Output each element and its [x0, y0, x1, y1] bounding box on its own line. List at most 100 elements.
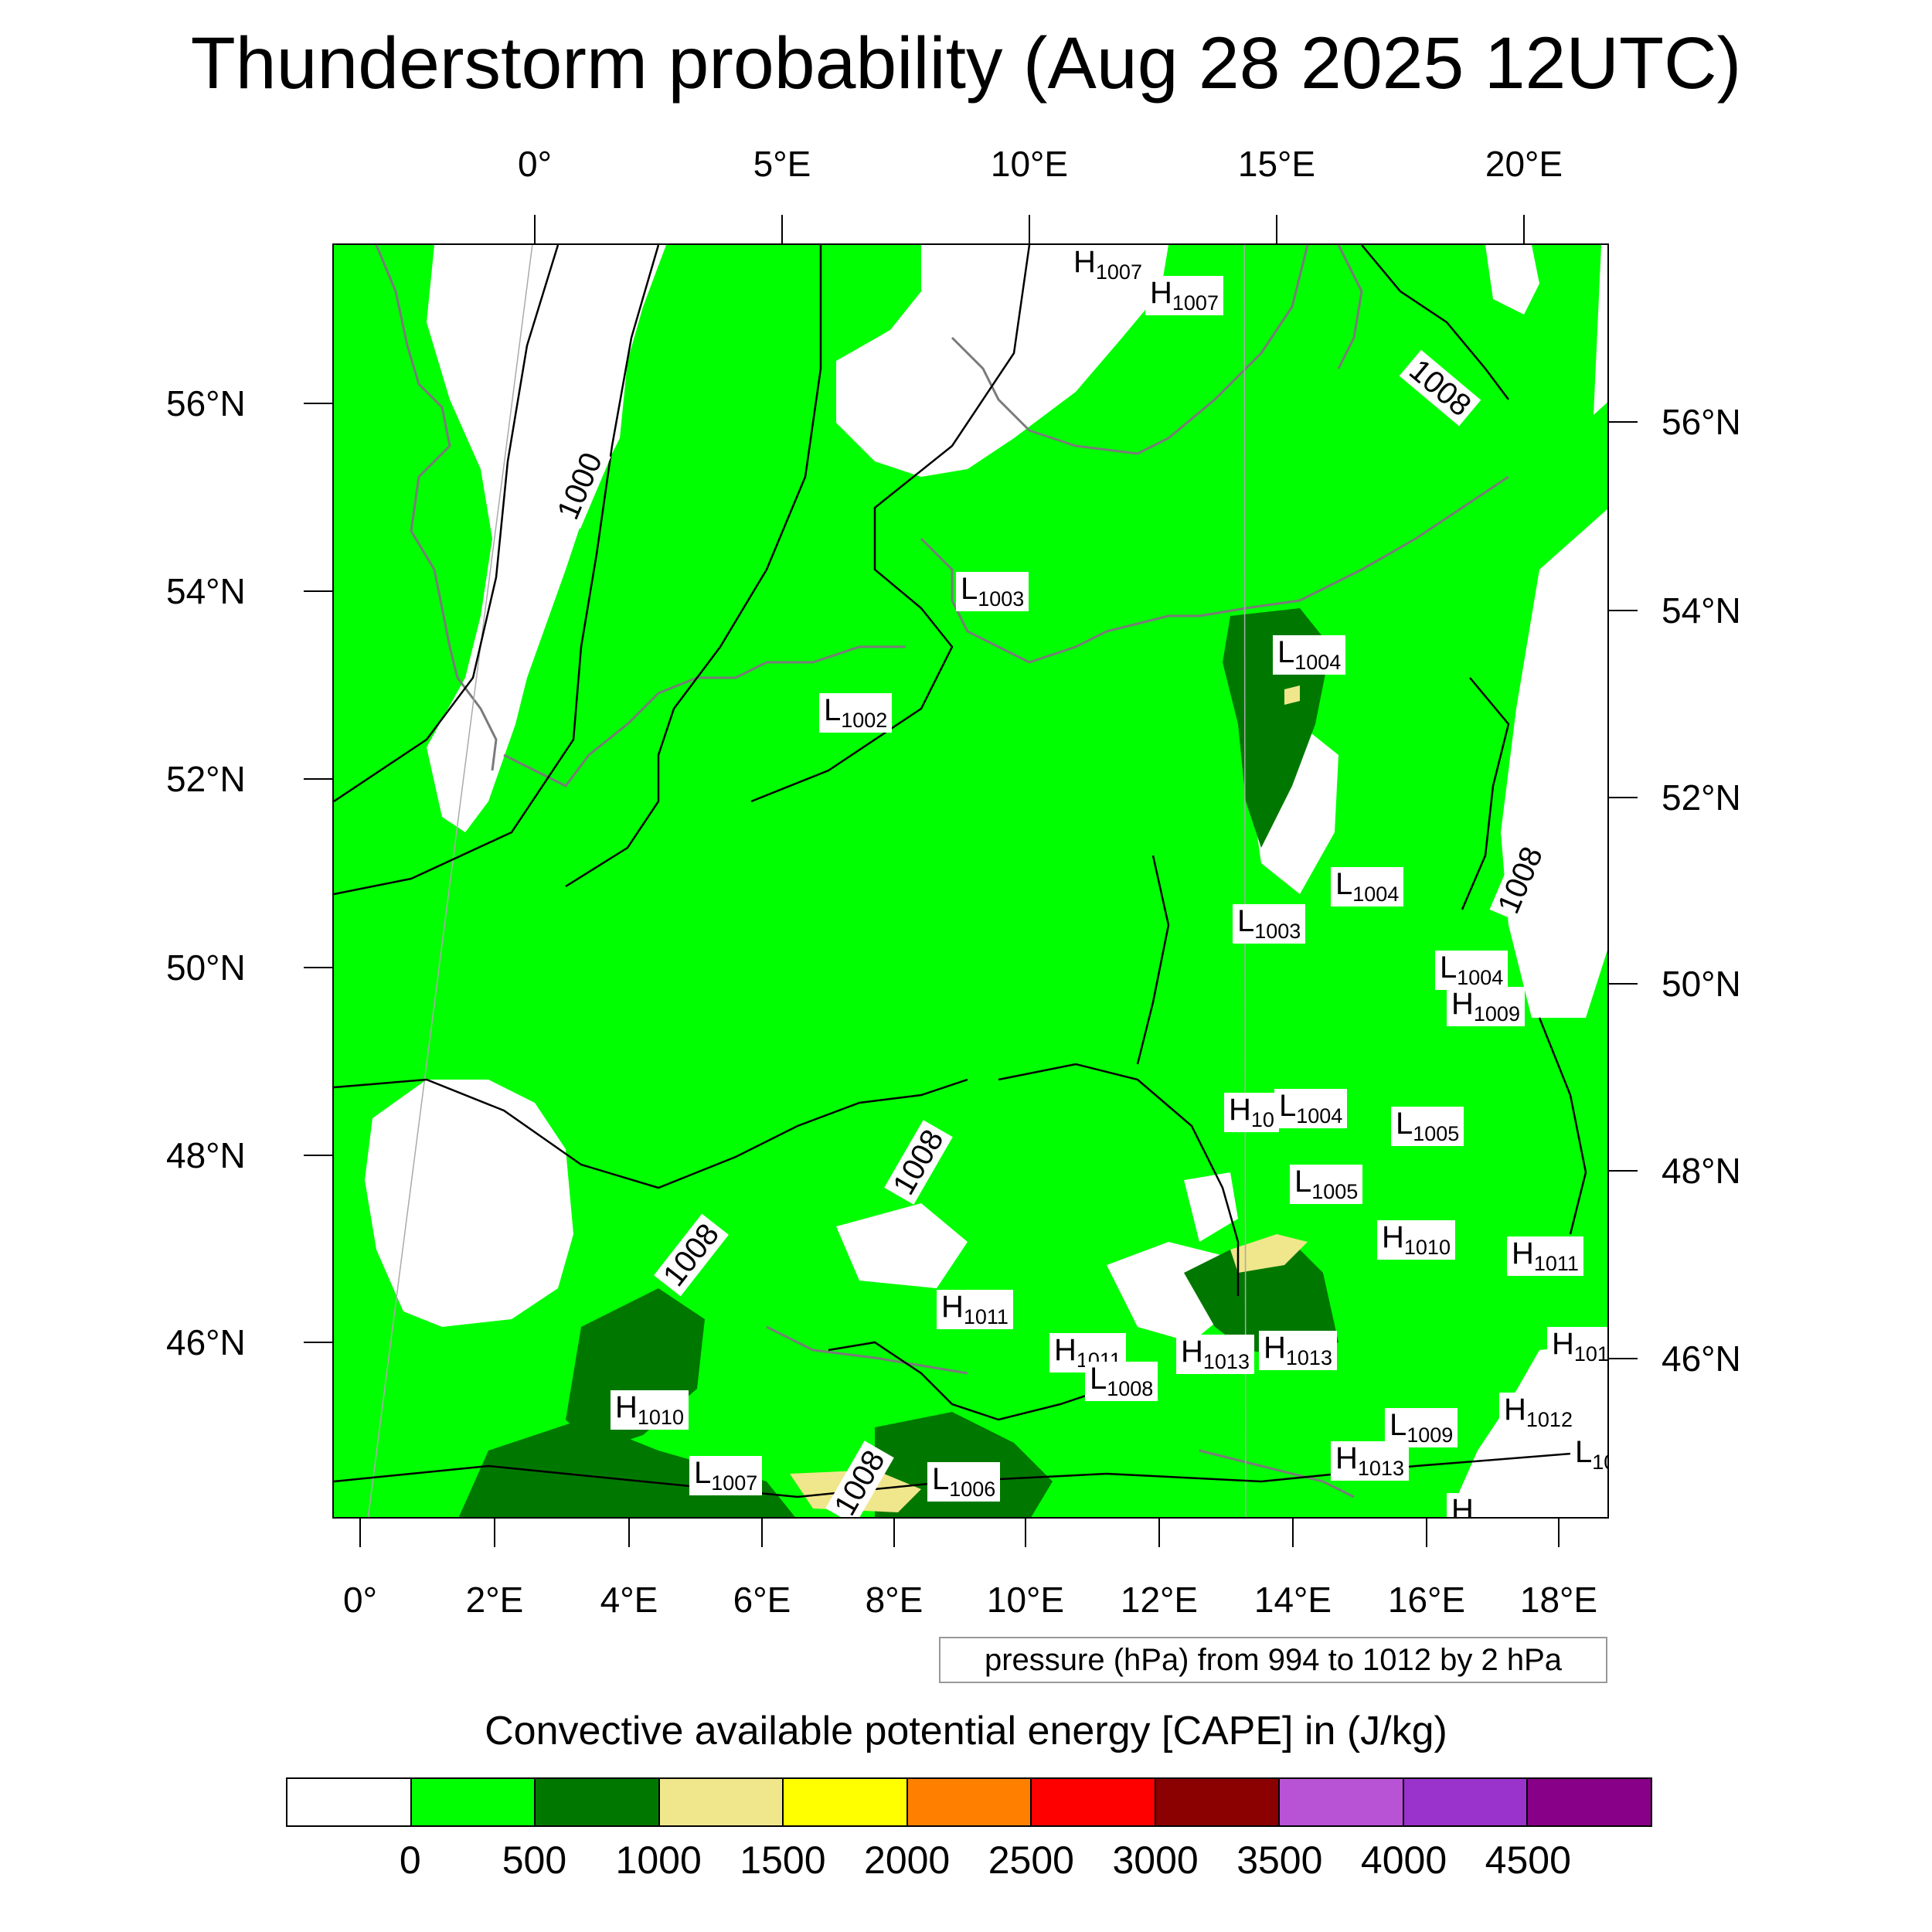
- right-lat-label: 48°N: [1662, 1151, 1741, 1191]
- alps-clear-2: [1184, 1172, 1238, 1242]
- austria-dark: [1184, 1242, 1338, 1358]
- right-lat-label: 54°N: [1662, 590, 1741, 631]
- pressure-center: H: [1447, 1493, 1478, 1517]
- pressure-center: L1003: [1233, 904, 1306, 944]
- pressure-center: L1004: [1435, 951, 1509, 990]
- pressure-center: H1013: [1259, 1331, 1337, 1370]
- bottom-lon-label: 6°E: [733, 1580, 791, 1620]
- pressure-center: L1004: [1273, 635, 1346, 675]
- pressure-note: pressure (hPa) from 994 to 1012 by 2 hPa: [939, 1637, 1607, 1683]
- bottom-lon-label: 10°E: [986, 1580, 1065, 1620]
- sweden-coast-2: [1337, 245, 1363, 369]
- color-bar-tick-label: 2500: [988, 1838, 1074, 1882]
- isobar-line-7: [1136, 855, 1170, 1065]
- pressure-center: H1010: [1377, 1220, 1455, 1260]
- isobar-line-2: [334, 245, 660, 896]
- baltic-clear: [836, 245, 1168, 477]
- color-bar-segment: [784, 1779, 908, 1825]
- isobar-line-9: [1461, 677, 1510, 910]
- pressure-center: L10: [1570, 1435, 1607, 1475]
- isobar-line-4: [750, 245, 1031, 803]
- top-lon-label: 10°E: [990, 144, 1069, 184]
- pressure-center: L1007: [689, 1456, 763, 1495]
- isobar-line-10: [1538, 1017, 1587, 1235]
- left-lat-label: 52°N: [166, 759, 246, 799]
- bottom-lon-label: 2°E: [465, 1580, 524, 1620]
- adriatic-coast: [1199, 1449, 1355, 1498]
- left-lat-label: 46°N: [166, 1322, 246, 1362]
- color-bar-segment: [659, 1779, 784, 1825]
- color-bar-tick-label: 3500: [1236, 1838, 1323, 1882]
- cape-map: 1000 1008 1008 1008 1008 1008 H1007 H100…: [332, 243, 1609, 1519]
- pressure-center: L1003: [956, 572, 1029, 611]
- pressure-center: H1012: [1499, 1393, 1577, 1432]
- isobar-line-12: [828, 1341, 1107, 1421]
- right-lat-label: 50°N: [1662, 964, 1741, 1004]
- sweden-coast: [951, 245, 1309, 455]
- page-title: Thunderstorm probability (Aug 28 2025 12…: [190, 22, 1742, 104]
- bottom-lon-label: 8°E: [865, 1580, 923, 1620]
- bottom-lon-label: 16°E: [1387, 1580, 1466, 1620]
- northeast-clear: [1485, 245, 1539, 315]
- continent-coast: [503, 645, 906, 787]
- isobar-line-8: [1361, 245, 1509, 400]
- ne-edge-clear: [1594, 245, 1607, 415]
- top-lon-label: 0°: [518, 144, 552, 184]
- coastlines: [375, 245, 1509, 1498]
- ligurian-coast: [766, 1325, 968, 1375]
- pressure-center: L1008: [1085, 1362, 1158, 1401]
- color-bar-segment: [536, 1779, 660, 1825]
- pressure-center: H1010: [611, 1390, 689, 1430]
- isobar-line-5: [334, 1078, 968, 1189]
- color-bar-tick-label: 500: [502, 1838, 567, 1882]
- pressure-center: H1009: [1447, 987, 1525, 1026]
- bottom-lon-label: 12°E: [1120, 1580, 1199, 1620]
- uk-coast: [375, 245, 498, 771]
- pressure-center: L1002: [819, 693, 893, 733]
- color-bar-tick-label: 0: [399, 1838, 421, 1882]
- color-bar-tick-label: 2000: [864, 1838, 951, 1882]
- color-bar-tick-label: 4000: [1360, 1838, 1447, 1882]
- top-lon-label: 5°E: [753, 144, 811, 184]
- north-sea-clear: [427, 245, 666, 832]
- pressure-center: H101: [1547, 1327, 1607, 1366]
- bottom-lon-label: 0°: [343, 1580, 377, 1620]
- pressure-center: H10: [1224, 1093, 1279, 1132]
- france-clear: [365, 1080, 573, 1327]
- color-bar-tick-label: 3000: [1112, 1838, 1199, 1882]
- color-bar-tick-label: 1500: [740, 1838, 826, 1882]
- pressure-center: H1013: [1176, 1335, 1254, 1374]
- left-lat-label: 48°N: [166, 1135, 246, 1175]
- right-lat-label: 46°N: [1662, 1338, 1741, 1379]
- color-bar-segment: [1280, 1779, 1404, 1825]
- top-lon-label: 20°E: [1485, 144, 1563, 184]
- right-lat-label: 56°N: [1662, 402, 1741, 442]
- graticule: [367, 245, 1247, 1517]
- pressure-center: H1011: [1507, 1236, 1583, 1276]
- color-bar-tick-label: 1000: [615, 1838, 702, 1882]
- right-lat-label: 52°N: [1662, 777, 1741, 818]
- legend-title: Convective available potential energy [C…: [485, 1709, 1447, 1753]
- top-lon-label: 15°E: [1237, 144, 1316, 184]
- color-bar-segment: [287, 1779, 412, 1825]
- left-lat-label: 50°N: [166, 947, 246, 988]
- pressure-center: L1005: [1391, 1107, 1464, 1146]
- baltic-coast: [920, 475, 1509, 664]
- south-clear: [836, 1203, 968, 1288]
- bottom-lon-label: 14°E: [1253, 1580, 1332, 1620]
- left-lat-label: 54°N: [166, 571, 246, 611]
- left-lat-label: 56°N: [166, 383, 246, 423]
- pressure-center: L1004: [1274, 1089, 1348, 1128]
- pressure-center: L1006: [927, 1462, 1001, 1502]
- isobar-line-1: [334, 245, 560, 803]
- color-bar-segment: [1032, 1779, 1156, 1825]
- khaki-3: [1284, 685, 1300, 705]
- color-bar-tick-label: 4500: [1485, 1838, 1571, 1882]
- khaki-1: [1230, 1234, 1308, 1273]
- pressure-center: H1007: [1145, 276, 1223, 315]
- pressure-center: L1009: [1385, 1408, 1458, 1447]
- pressure-center: L1004: [1331, 867, 1404, 906]
- pressure-center: H1013: [1331, 1441, 1409, 1481]
- color-bar-segment: [1155, 1779, 1281, 1825]
